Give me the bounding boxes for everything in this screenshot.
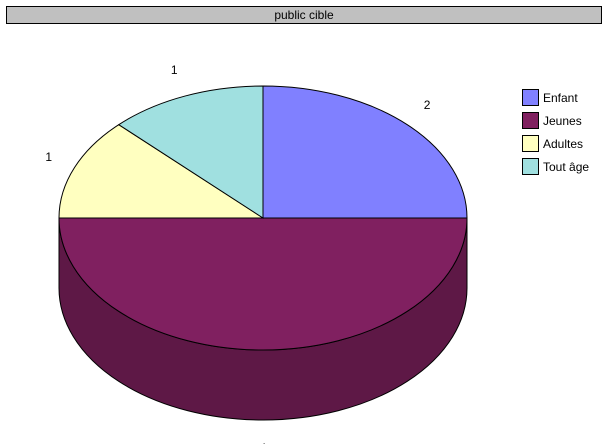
legend-label: Jeunes <box>543 113 582 128</box>
legend-label: Enfant <box>543 90 578 105</box>
legend-swatch <box>522 158 539 175</box>
legend-swatch <box>522 112 539 129</box>
data-label-adultes: 1 <box>45 150 52 164</box>
legend: Enfant Jeunes Adultes Tout âge <box>522 86 589 178</box>
pie-slice-enfant <box>262 85 468 219</box>
data-label-enfant: 2 <box>424 98 431 112</box>
legend-item: Enfant <box>522 86 589 109</box>
legend-item: Jeunes <box>522 109 589 132</box>
data-label-tout-âge: 1 <box>171 63 178 77</box>
legend-swatch <box>522 89 539 106</box>
chart-title-text: public cible <box>274 8 334 22</box>
pie-slice-adultes <box>58 124 265 219</box>
pie-slice-jeunes <box>58 217 468 351</box>
legend-label: Adultes <box>543 136 584 151</box>
legend-swatch <box>522 135 539 152</box>
data-label-jeunes: 4 <box>260 441 267 444</box>
chart-title: public cible <box>6 6 602 24</box>
legend-item: Adultes <box>522 132 589 155</box>
legend-label: Tout âge <box>543 159 590 174</box>
pie-slice-tout-âge <box>117 85 264 219</box>
legend-item: Tout âge <box>522 155 589 178</box>
